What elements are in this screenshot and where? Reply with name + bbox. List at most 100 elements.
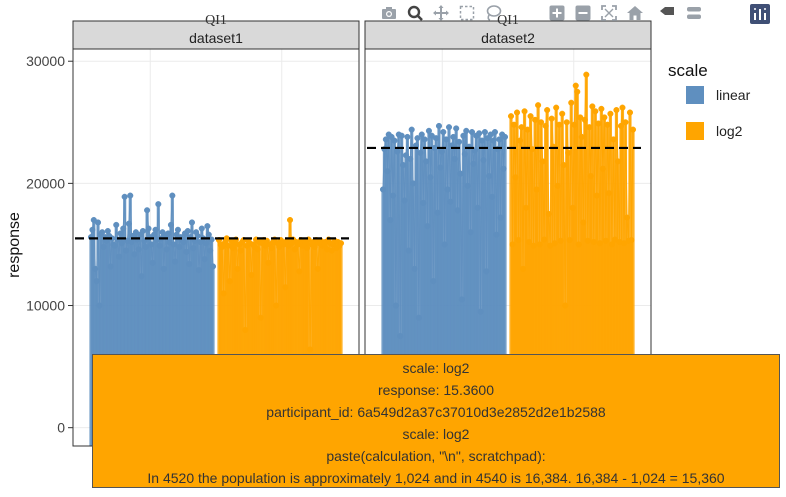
data-point[interactable] <box>100 243 107 250</box>
data-point[interactable] <box>468 129 476 136</box>
data-point[interactable] <box>433 135 440 142</box>
data-point[interactable] <box>608 241 615 248</box>
data-point[interactable] <box>392 302 399 309</box>
data-point[interactable] <box>328 247 335 254</box>
data-point[interactable] <box>415 314 422 321</box>
data-point[interactable] <box>551 240 558 247</box>
data-point[interactable] <box>595 120 602 127</box>
data-point[interactable] <box>566 236 573 244</box>
data-point[interactable] <box>125 220 132 227</box>
data-point[interactable] <box>437 164 444 171</box>
data-point[interactable] <box>467 229 474 236</box>
data-point[interactable] <box>165 230 172 237</box>
data-point[interactable] <box>248 271 255 279</box>
data-point[interactable] <box>444 186 451 193</box>
data-point[interactable] <box>509 241 516 248</box>
data-point[interactable] <box>441 241 448 248</box>
data-point[interactable] <box>131 251 138 258</box>
data-point[interactable] <box>481 129 488 136</box>
data-point[interactable] <box>401 197 408 204</box>
data-point[interactable] <box>115 253 123 260</box>
autoscale-icon[interactable] <box>598 2 620 24</box>
data-point[interactable] <box>489 193 496 200</box>
data-point[interactable] <box>142 243 149 250</box>
data-point[interactable] <box>445 124 453 131</box>
data-point[interactable] <box>188 219 196 226</box>
data-point[interactable] <box>453 125 460 132</box>
data-point[interactable] <box>535 102 542 109</box>
data-point[interactable] <box>560 161 567 169</box>
data-point[interactable] <box>536 241 543 248</box>
data-point[interactable] <box>121 193 128 200</box>
plotly-logo-icon[interactable] <box>750 4 770 24</box>
data-point[interactable] <box>431 144 438 151</box>
data-point[interactable] <box>539 158 546 165</box>
data-point[interactable] <box>273 302 280 309</box>
data-point[interactable] <box>456 138 463 145</box>
data-point[interactable] <box>96 302 103 309</box>
data-point[interactable] <box>593 192 600 199</box>
data-point[interactable] <box>127 192 134 199</box>
data-point[interactable] <box>497 214 504 221</box>
data-point[interactable] <box>480 157 487 164</box>
data-point[interactable] <box>434 209 441 216</box>
data-point[interactable] <box>138 273 145 280</box>
data-point[interactable] <box>337 240 345 247</box>
data-point[interactable] <box>93 278 100 285</box>
data-point[interactable] <box>496 136 503 143</box>
data-point[interactable] <box>172 258 179 265</box>
data-point[interactable] <box>423 158 430 165</box>
data-point[interactable] <box>628 236 635 244</box>
data-point[interactable] <box>411 265 418 272</box>
spike-lines-icon[interactable] <box>656 2 678 24</box>
data-point[interactable] <box>596 240 603 247</box>
data-point[interactable] <box>541 236 548 243</box>
data-point[interactable] <box>490 137 497 144</box>
data-point[interactable] <box>450 133 457 141</box>
data-point[interactable] <box>167 221 174 228</box>
data-point[interactable] <box>384 168 391 175</box>
data-point[interactable] <box>291 246 298 253</box>
legend-item-linear[interactable]: linear <box>686 84 750 106</box>
data-point[interactable] <box>440 129 447 136</box>
data-point[interactable] <box>613 107 620 114</box>
data-point[interactable] <box>94 219 102 226</box>
data-point[interactable] <box>139 227 146 235</box>
data-point[interactable] <box>410 180 417 187</box>
data-point[interactable] <box>92 265 99 272</box>
data-point[interactable] <box>438 148 445 155</box>
data-point[interactable] <box>382 136 389 143</box>
data-point[interactable] <box>512 174 519 181</box>
data-point[interactable] <box>420 199 427 206</box>
data-point[interactable] <box>460 132 467 139</box>
data-point[interactable] <box>118 240 125 247</box>
data-point[interactable] <box>220 290 227 297</box>
data-point[interactable] <box>526 238 533 246</box>
data-point[interactable] <box>405 247 412 254</box>
zoom-icon[interactable] <box>404 2 426 24</box>
data-point[interactable] <box>414 135 421 142</box>
data-point[interactable] <box>478 137 486 144</box>
data-point[interactable] <box>425 127 432 134</box>
data-point[interactable] <box>123 247 130 254</box>
data-point[interactable] <box>443 136 450 143</box>
data-point[interactable] <box>586 124 593 131</box>
lasso-icon[interactable] <box>482 2 504 24</box>
data-point[interactable] <box>583 71 590 78</box>
data-point[interactable] <box>562 302 569 309</box>
data-point[interactable] <box>174 226 181 233</box>
data-point[interactable] <box>581 116 588 123</box>
data-point[interactable] <box>458 296 465 303</box>
zoom-in-icon[interactable] <box>546 2 568 24</box>
data-point[interactable] <box>180 238 187 246</box>
data-point[interactable] <box>507 113 515 120</box>
data-point[interactable] <box>493 231 500 238</box>
data-point[interactable] <box>589 103 596 110</box>
data-point[interactable] <box>148 241 155 248</box>
data-point[interactable] <box>421 136 428 143</box>
data-point[interactable] <box>626 109 634 116</box>
data-point[interactable] <box>516 137 524 144</box>
data-point[interactable] <box>183 248 190 255</box>
data-point[interactable] <box>219 243 226 250</box>
data-point[interactable] <box>565 149 572 156</box>
